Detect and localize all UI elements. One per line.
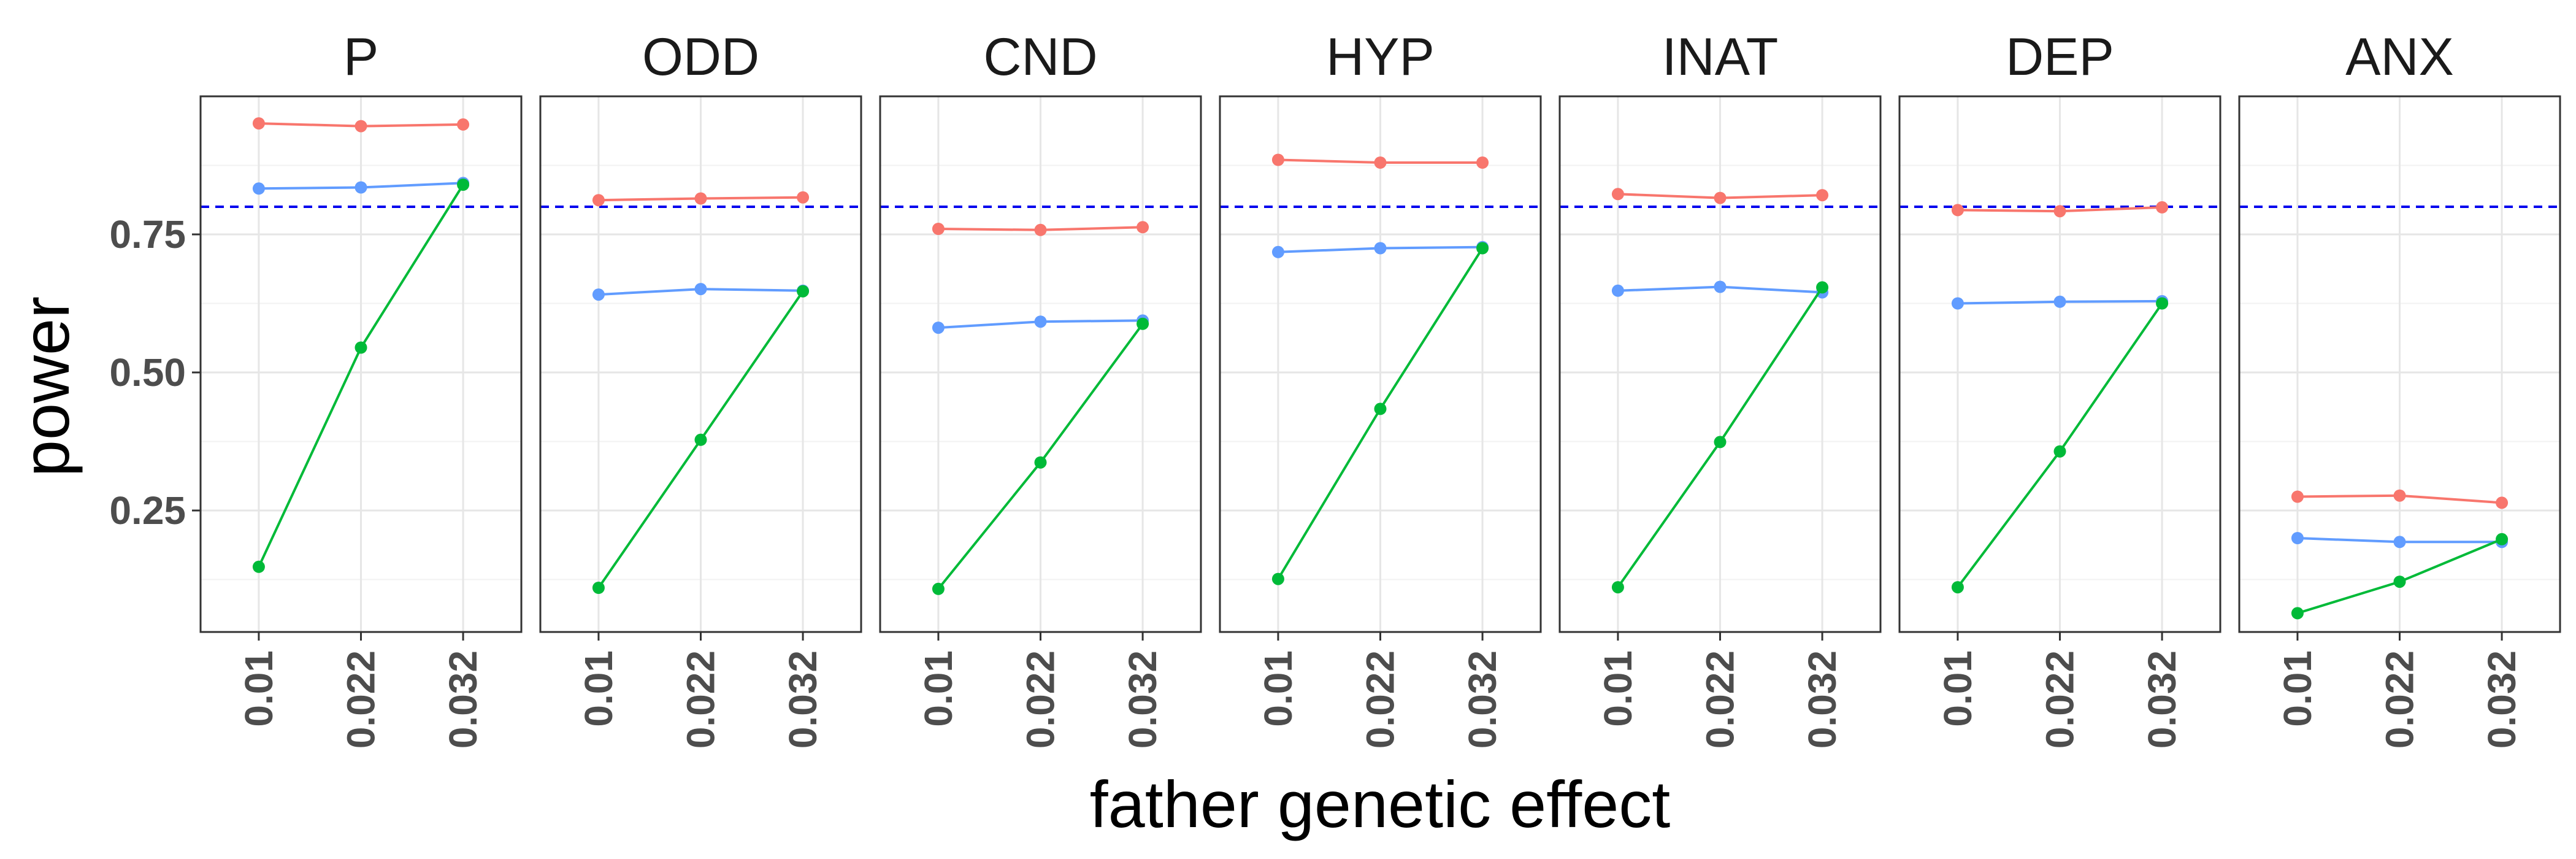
facet-cnd: CND 0.01 0.022 0.032 xyxy=(879,28,1202,749)
x-tick-label: 0.01 xyxy=(577,650,621,727)
facet-odd: ODD 0.01 0.022 0.032 xyxy=(539,28,862,749)
data-point xyxy=(1611,284,1624,297)
data-point xyxy=(1476,242,1489,255)
facet-title: ODD xyxy=(642,28,759,87)
data-point xyxy=(1714,436,1727,449)
data-point xyxy=(2291,490,2304,503)
data-point xyxy=(1271,245,1284,258)
facet-title: ANX xyxy=(2345,28,2454,87)
data-point xyxy=(932,582,945,595)
data-point xyxy=(694,192,707,205)
data-point xyxy=(1271,153,1284,166)
data-point xyxy=(2291,532,2304,544)
data-point xyxy=(355,341,367,354)
data-point xyxy=(1476,156,1489,169)
x-tick-label: 0.01 xyxy=(237,650,281,727)
y-tick-label: 0.50 xyxy=(109,350,186,395)
data-point xyxy=(457,118,470,131)
x-tick-label: 0.01 xyxy=(916,650,960,727)
data-point xyxy=(592,288,605,301)
data-point xyxy=(1951,581,1964,594)
data-point xyxy=(2291,607,2304,620)
x-tick-label: 0.022 xyxy=(1019,650,1063,749)
data-point xyxy=(2053,445,2066,458)
x-tick-label: 0.032 xyxy=(441,650,485,749)
data-point xyxy=(1816,189,1829,202)
x-axis-title: father genetic effect xyxy=(1090,767,1671,841)
data-point xyxy=(1374,156,1387,169)
y-tick-label: 0.75 xyxy=(109,212,186,256)
data-point xyxy=(2053,205,2066,218)
facet-hyp: HYP 0.01 0.022 0.032 xyxy=(1219,28,1542,749)
data-point xyxy=(1034,456,1047,469)
x-tick-label: 0.01 xyxy=(1596,650,1640,727)
data-point xyxy=(932,322,945,334)
x-tick-label: 0.032 xyxy=(1800,650,1844,749)
data-point xyxy=(1611,581,1624,594)
data-point xyxy=(1271,572,1284,585)
data-point xyxy=(2496,496,2509,509)
facet-panels: P 0.01 0.022 0.032 ODD 0.01 0.022 0.032 CND 0.01 0… xyxy=(199,28,2561,749)
data-point xyxy=(1137,221,1149,234)
facet-title: INAT xyxy=(1662,28,1779,87)
data-point xyxy=(2496,533,2509,545)
data-point xyxy=(1951,204,1964,217)
facet-title: P xyxy=(343,28,378,87)
data-point xyxy=(2393,489,2406,502)
data-point xyxy=(252,117,265,130)
y-axis-title: power xyxy=(9,296,83,477)
data-point xyxy=(2156,297,2169,310)
x-tick-label: 0.01 xyxy=(1936,650,1980,727)
x-tick-label: 0.022 xyxy=(1698,650,1742,749)
x-tick-label: 0.022 xyxy=(679,650,723,749)
data-point xyxy=(1374,403,1387,415)
x-tick-label: 0.032 xyxy=(1121,650,1165,749)
x-tick-label: 0.032 xyxy=(2480,650,2524,749)
data-point xyxy=(1374,242,1387,255)
data-point xyxy=(592,194,605,207)
facet-inat: INAT 0.01 0.022 0.032 xyxy=(1558,28,1882,749)
facet-p: P 0.01 0.022 0.032 xyxy=(199,28,523,749)
x-tick-label: 0.022 xyxy=(1359,650,1403,749)
data-point xyxy=(694,283,707,296)
y-tick-label: 0.25 xyxy=(109,488,186,533)
x-tick-label: 0.032 xyxy=(781,650,825,749)
data-point xyxy=(355,120,367,133)
data-point xyxy=(797,285,810,298)
data-point xyxy=(797,191,810,204)
facet-anx: ANX 0.01 0.022 0.032 xyxy=(2238,28,2561,749)
x-tick-label: 0.032 xyxy=(1460,650,1505,749)
data-point xyxy=(2393,536,2406,549)
data-point xyxy=(694,433,707,446)
data-point xyxy=(1034,223,1047,236)
data-point xyxy=(252,560,265,573)
facet-dep: DEP 0.01 0.022 0.032 xyxy=(1898,28,2221,749)
data-point xyxy=(2053,295,2066,308)
x-tick-label: 0.022 xyxy=(339,650,383,749)
data-point xyxy=(1714,280,1727,293)
data-point xyxy=(252,182,265,195)
data-point xyxy=(457,179,470,191)
x-tick-label: 0.01 xyxy=(1256,650,1300,727)
data-point xyxy=(2156,201,2169,214)
data-point xyxy=(1034,315,1047,328)
y-axis: 0.25 0.50 0.75 xyxy=(109,212,201,533)
x-tick-label: 0.022 xyxy=(2378,650,2422,749)
facet-title: CND xyxy=(983,28,1097,87)
data-point xyxy=(1137,317,1149,330)
x-tick-label: 0.022 xyxy=(2038,650,2082,749)
data-point xyxy=(1611,188,1624,201)
data-point xyxy=(1951,297,1964,310)
data-point xyxy=(355,181,367,194)
data-point xyxy=(2393,576,2406,588)
data-point xyxy=(1714,191,1727,204)
x-tick-label: 0.01 xyxy=(2275,650,2320,727)
data-point xyxy=(932,223,945,235)
facet-title: HYP xyxy=(1326,28,1435,87)
x-tick-label: 0.032 xyxy=(2140,650,2184,749)
facet-title: DEP xyxy=(2006,28,2114,87)
data-point xyxy=(1816,281,1829,294)
data-point xyxy=(592,582,605,594)
